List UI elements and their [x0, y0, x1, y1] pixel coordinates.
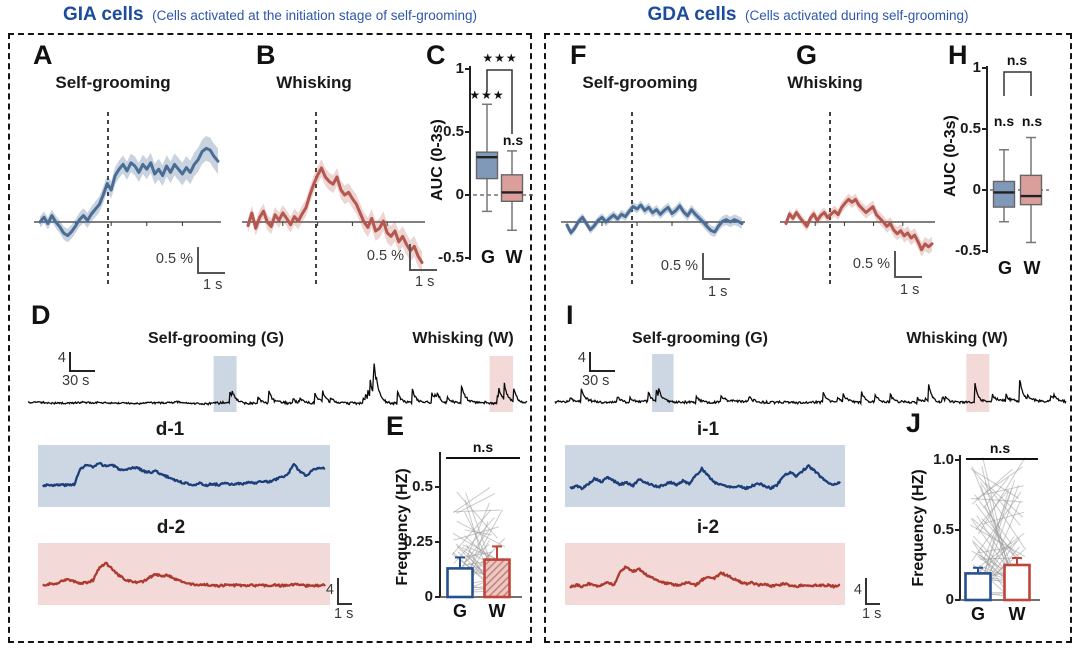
- i1-highlight-band: [565, 445, 845, 507]
- panel-e-xlabel-w: W: [488, 601, 506, 621]
- gda-subtitle: (Cells activated during self-grooming): [744, 8, 969, 23]
- panel-j-tick-0: 0: [945, 591, 954, 608]
- gda-header: GDA cells (Cells activated during self-g…: [544, 4, 1072, 26]
- panel-c-tick-1: 1: [455, 60, 464, 77]
- d1-highlight-band: [38, 445, 330, 507]
- d2-scale-amp: 4: [325, 582, 334, 598]
- panel-d-scale-amp: 4: [57, 350, 66, 366]
- panel-g-scale-time: 1 s: [900, 282, 920, 298]
- panel-a-scale-amp: 0.5 %: [155, 251, 193, 267]
- panel-h-tick-05: 0.5: [960, 120, 981, 137]
- d2-highlight-band: [38, 543, 330, 605]
- panel-h-xlabel-g: G: [997, 258, 1013, 278]
- panel-h-pair-sig: n.s: [1006, 52, 1028, 68]
- panel-i-scale-amp: 4: [577, 350, 586, 366]
- panel-h-xlabel-w: W: [1023, 258, 1041, 278]
- gia-panel-box: [8, 33, 532, 643]
- panel-c-tick-neg05: -0.5: [438, 249, 464, 266]
- gia-header: GIA cells (Cells activated at the initia…: [8, 4, 532, 26]
- panel-c-tick-0: 0: [455, 186, 464, 203]
- panel-h-tick-neg05: -0.5: [955, 242, 981, 259]
- panel-h-ylabel: AUC (0-3s): [942, 115, 959, 197]
- panel-e-tick-0: 0: [424, 588, 433, 605]
- d2-scale-time: 1 s: [334, 606, 354, 622]
- panel-a-letter: A: [33, 40, 53, 70]
- panel-e-xlabel-g: G: [452, 601, 468, 621]
- panel-c-pair-sig: ★★★: [482, 51, 518, 65]
- panel-c-letter: C: [426, 40, 446, 70]
- panel-i-letter: I: [566, 300, 574, 330]
- panel-b-title: Whisking: [276, 73, 352, 92]
- gda-panel-box: [544, 33, 1072, 643]
- panel-d-region-grooming-label: Self-grooming (G): [148, 330, 284, 347]
- panel-e-tick-025: 0.25: [403, 533, 433, 550]
- panel-h-w-sig: n.s: [1021, 113, 1043, 129]
- gia-subtitle: (Cells activated at the initiation stage…: [152, 8, 477, 23]
- panel-e-letter: E: [386, 411, 405, 441]
- i2-scale-time: 1 s: [862, 606, 882, 622]
- panel-j-tick-10: 1.0: [933, 451, 954, 468]
- i2-highlight-band: [565, 543, 845, 605]
- panel-g-letter: G: [796, 40, 818, 70]
- panel-i-region-whisking-label: Whisking (W): [906, 330, 1008, 347]
- i2-title: i-2: [696, 517, 720, 538]
- i2-scale-amp: 4: [853, 582, 862, 598]
- panel-f-letter: F: [570, 40, 587, 70]
- panel-d-letter: D: [31, 300, 51, 330]
- panel-j-letter: J: [906, 408, 922, 438]
- panel-b-scale-time: 1 s: [415, 274, 435, 290]
- panel-a-scale-time: 1 s: [203, 277, 223, 293]
- panel-i-scale-time: 30 s: [582, 373, 610, 389]
- panel-b-letter: B: [256, 40, 276, 70]
- panel-e-ylabel: Frequency (HZ): [394, 468, 411, 586]
- gia-title: GIA cells: [63, 4, 144, 25]
- panel-c-tick-05: 0.5: [443, 123, 464, 140]
- panel-h-letter: H: [948, 40, 968, 70]
- panel-f-scale-time: 1 s: [708, 284, 728, 300]
- panel-j-xlabel-w: W: [1008, 604, 1026, 624]
- panel-a-title: Self-grooming: [55, 73, 171, 92]
- panel-c-g-sig: ★★★: [469, 88, 505, 102]
- panel-c-xlabel-g: G: [480, 247, 496, 267]
- panel-h-g-sig: n.s: [993, 113, 1015, 129]
- panel-g-scale-amp: 0.5 %: [852, 256, 890, 272]
- panel-h-tick-0: 0: [972, 181, 981, 198]
- i1-title: i-1: [696, 419, 720, 440]
- panel-h-tick-1: 1: [972, 59, 981, 76]
- panel-e-sig: n.s: [472, 439, 494, 455]
- d1-title: d-1: [155, 419, 185, 440]
- d2-title: d-2: [156, 517, 186, 538]
- panel-j-xlabel-g: G: [970, 604, 986, 624]
- panel-g-title: Whisking: [787, 73, 863, 92]
- panel-e-tick-05: 0.5: [412, 478, 433, 495]
- panel-i-region-grooming-label: Self-grooming (G): [632, 330, 768, 347]
- panel-j-ylabel: Frequency (HZ): [910, 469, 927, 587]
- panel-j-sig: n.s: [989, 440, 1011, 456]
- gda-title: GDA cells: [647, 4, 737, 25]
- panel-c-w-sig: n.s: [502, 132, 524, 148]
- panel-b-scale-amp: 0.5 %: [366, 248, 404, 264]
- panel-f-title: Self-grooming: [582, 73, 698, 92]
- panel-c-xlabel-w: W: [505, 247, 523, 267]
- panel-d-region-whisking-label: Whisking (W): [412, 330, 514, 347]
- panel-j-tick-05: 0.5: [933, 521, 954, 538]
- panel-f-scale-amp: 0.5 %: [660, 258, 698, 274]
- panel-d-scale-time: 30 s: [62, 373, 90, 389]
